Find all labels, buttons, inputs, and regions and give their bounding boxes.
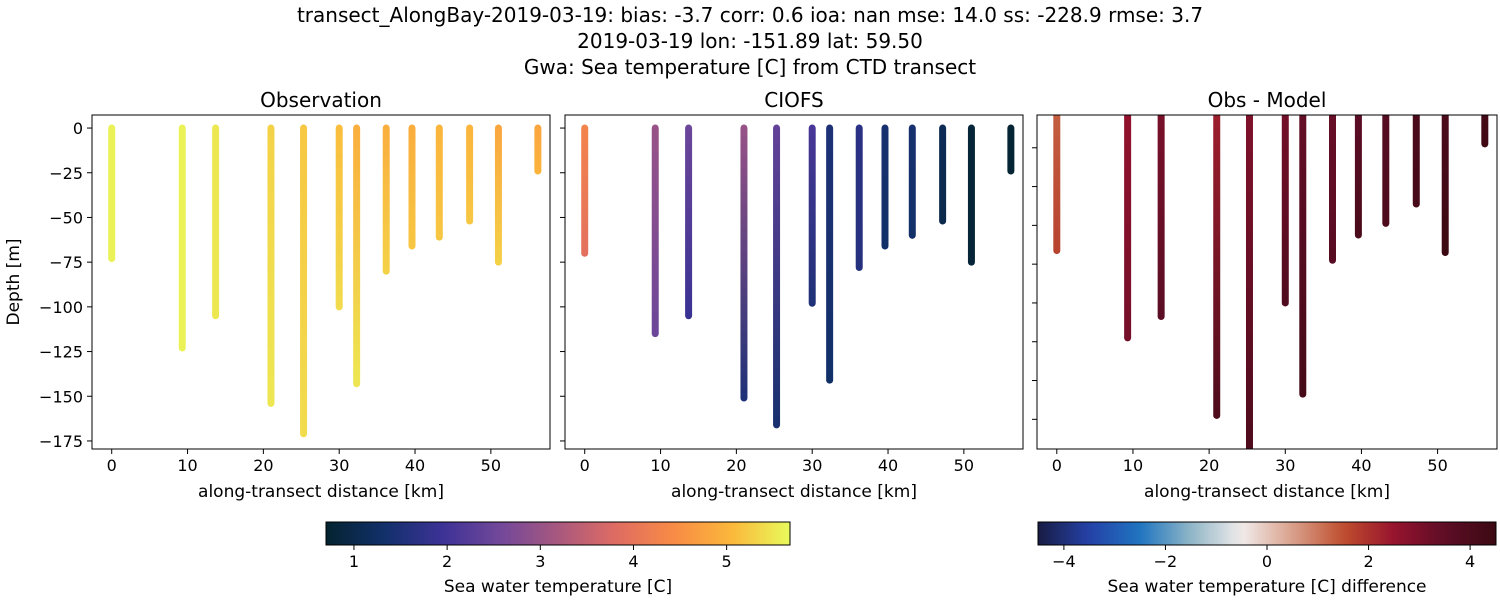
x-tick-label: 30	[802, 456, 822, 475]
x-tick-label: 50	[481, 456, 501, 475]
x-tick-label: 0	[1052, 456, 1062, 475]
cast-profile	[1354, 115, 1362, 239]
panel-obs-minus-model: 0 10 20 30 40 50	[1032, 114, 1498, 475]
colorbar-tick-label: −4	[1052, 552, 1076, 571]
panel-title-obs-model: Obs - Model	[1208, 88, 1327, 112]
x-tick-label: 10	[650, 456, 670, 475]
colorbar-label-temperature: Sea water temperature [C]	[444, 577, 672, 597]
cast-profile	[494, 124, 502, 266]
y-tick-label: −25	[49, 164, 83, 183]
cast-profile	[1328, 115, 1336, 264]
x-tick-label: 30	[329, 456, 349, 475]
colorbar-difference: −4 −2 0 2 4	[1037, 521, 1497, 571]
cast-profile	[908, 124, 916, 239]
cast-profile	[1053, 115, 1061, 255]
cast-profile	[435, 124, 443, 241]
x-tick-label: 20	[253, 456, 273, 475]
x-tick-label: 0	[107, 456, 117, 475]
x-tick-label: 40	[878, 456, 898, 475]
y-tick-label: −125	[39, 343, 83, 362]
x-axis-label-ciofs: along-transect distance [km]	[671, 482, 917, 502]
x-axis-label-obs-model: along-transect distance [km]	[1144, 482, 1390, 502]
cast-profile	[1007, 124, 1015, 175]
cast-profile	[408, 124, 416, 250]
x-tick-label: 40	[405, 456, 425, 475]
cast-profile	[855, 124, 863, 272]
cast-profile	[1281, 115, 1289, 307]
cast-profile	[300, 124, 308, 438]
cast-profile	[1157, 115, 1165, 321]
cast-profile	[740, 124, 748, 402]
y-tick-label: −100	[39, 298, 83, 317]
axes-frame	[91, 114, 551, 450]
cast-profile	[685, 124, 693, 320]
colorbar-tick-label: 5	[722, 552, 732, 571]
x-tick-label: 50	[1427, 456, 1447, 475]
colorbar-tick-label: −2	[1154, 552, 1178, 571]
colorbar-gradient	[1037, 521, 1497, 546]
x-tick-label: 10	[177, 456, 197, 475]
cast-profile	[808, 124, 816, 307]
figure-title-line-1: transect_AlongBay-2019-03-19: bias: -3.7…	[297, 3, 1203, 27]
cast-profile	[108, 124, 116, 263]
axes-frame	[564, 114, 1024, 450]
colorbar-tick-label: 1	[349, 552, 359, 571]
cast-profile	[651, 124, 659, 338]
cast-profile	[382, 124, 390, 275]
cast-profile	[1481, 115, 1489, 148]
x-tick-label: 50	[954, 456, 974, 475]
y-tick-label: −75	[49, 253, 83, 272]
panel-observation: 0 10 20 30 40 50 0 −25 −50 −75 −100 −125 −150 −175	[39, 114, 551, 475]
colorbar-tick-label: 2	[442, 552, 452, 571]
axes-frame	[1036, 114, 1498, 450]
colorbar-temperature: 1 2 3 4 5	[325, 521, 791, 571]
x-tick-label: 0	[580, 456, 590, 475]
x-tick-label: 30	[1275, 456, 1295, 475]
y-tick-label: −175	[39, 432, 83, 451]
cast-profile	[212, 124, 220, 320]
cast-profile	[939, 124, 947, 225]
cast-profile	[267, 124, 275, 407]
y-axis-label: Depth [m]	[4, 238, 24, 325]
colorbar-tick-label: 4	[1465, 552, 1475, 571]
cast-profile	[1245, 115, 1253, 449]
colorbar-gradient	[325, 521, 791, 546]
x-tick-label: 10	[1123, 456, 1143, 475]
colorbar-tick-label: 4	[628, 552, 638, 571]
cast-profile	[335, 124, 343, 311]
cast-profile	[581, 124, 589, 257]
cast-profile	[1299, 115, 1307, 398]
cast-profile	[178, 124, 186, 352]
panel-title-ciofs: CIOFS	[764, 88, 823, 112]
x-tick-label: 40	[1351, 456, 1371, 475]
colorbar-tick-label: 3	[535, 552, 545, 571]
cast-profile	[881, 124, 889, 250]
figure-title-line-2: 2019-03-19 lon: -151.89 lat: 59.50	[577, 29, 923, 53]
cast-profile	[1213, 115, 1221, 419]
y-tick-label: −50	[49, 208, 83, 227]
cast-profile	[1382, 115, 1390, 227]
cast-profile	[353, 124, 361, 388]
cast-profile	[967, 124, 975, 266]
y-tick-label: 0	[73, 119, 83, 138]
y-tick-label: −150	[39, 387, 83, 406]
cast-profile	[534, 124, 542, 175]
cast-profile	[1441, 115, 1449, 257]
colorbar-label-difference: Sea water temperature [C] difference	[1107, 577, 1426, 597]
colorbar-tick-label: 2	[1363, 552, 1373, 571]
x-axis-label-observation: along-transect distance [km]	[198, 482, 444, 502]
figure-title-line-3: Gwa: Sea temperature [C] from CTD transe…	[524, 55, 976, 79]
panel-ciofs: 0 10 20 30 40 50	[560, 114, 1024, 475]
x-tick-label: 20	[1199, 456, 1219, 475]
cast-profile	[1124, 115, 1132, 342]
panel-title-observation: Observation	[260, 88, 382, 112]
colorbar-tick-label: 0	[1262, 552, 1272, 571]
cast-profile	[773, 124, 781, 429]
cast-profile	[826, 124, 834, 384]
cast-profile	[466, 124, 474, 225]
cast-profile	[1412, 115, 1420, 208]
x-tick-label: 20	[726, 456, 746, 475]
